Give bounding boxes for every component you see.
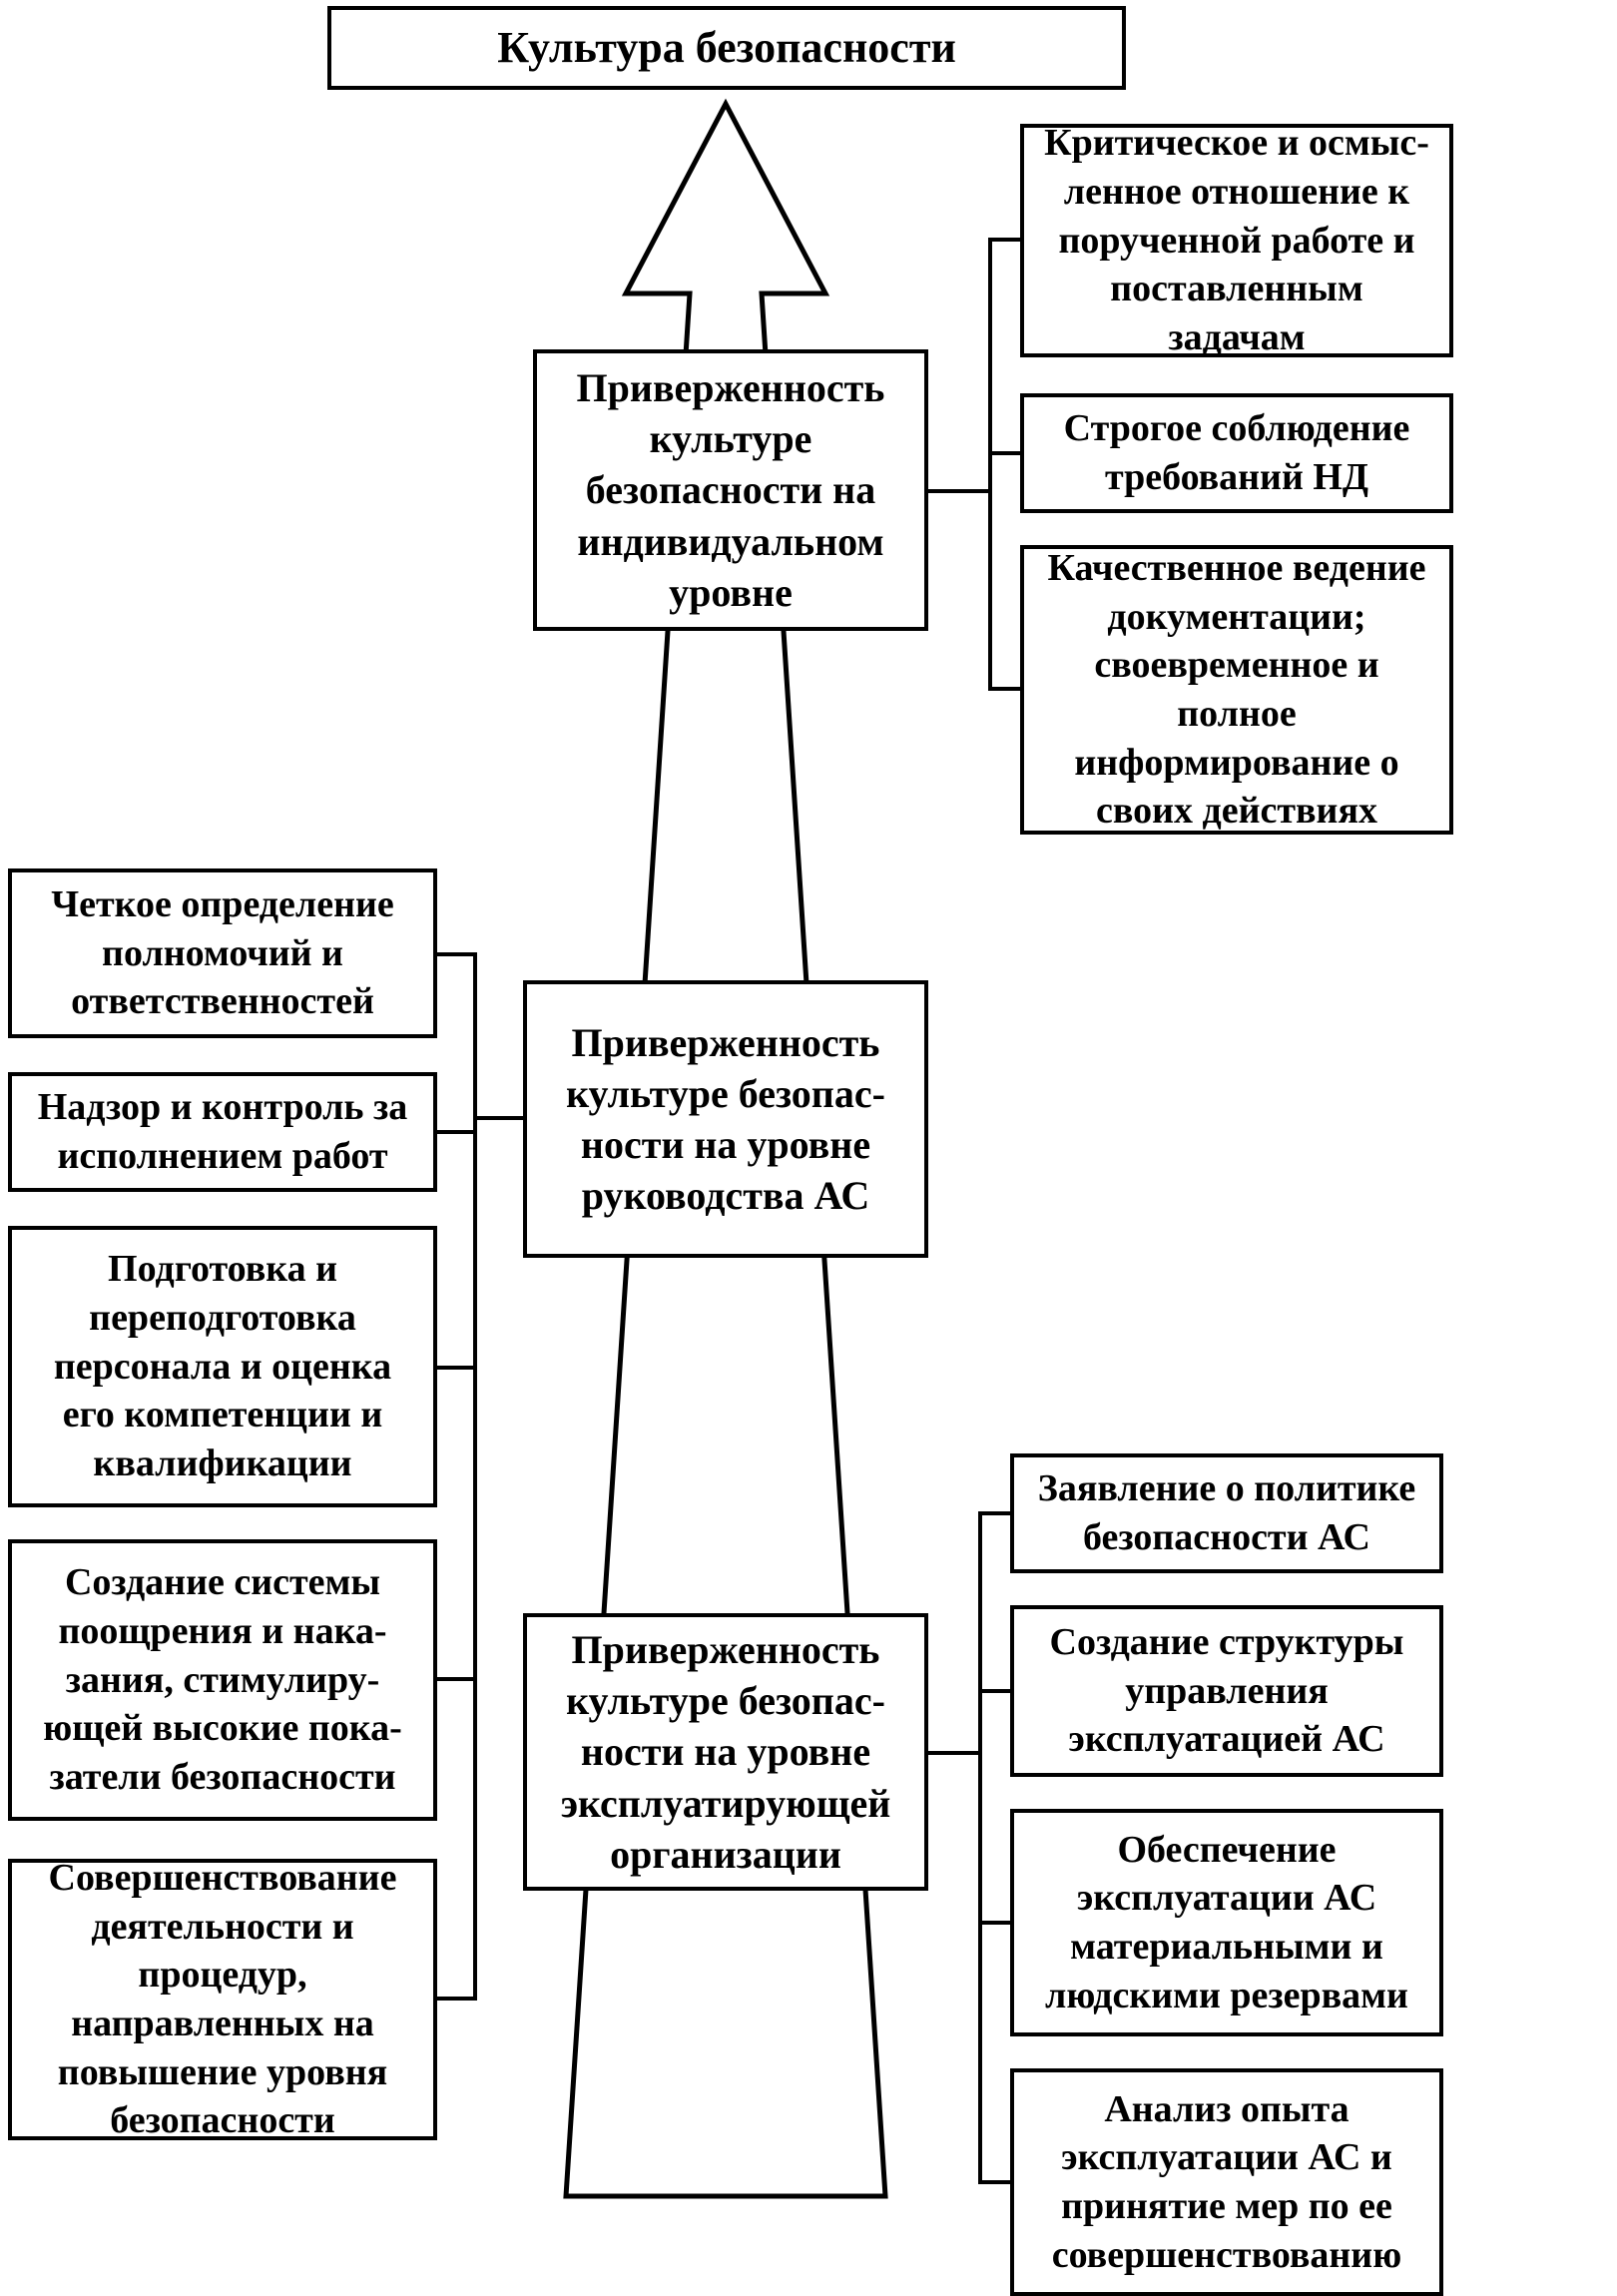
node-r2: Строгое соблюдение требований НД xyxy=(1020,393,1453,513)
diagram-stage: Культура безопасности Приверженность куль… xyxy=(0,0,1617,2214)
node-l1: Четкое определение полномочий и ответств… xyxy=(8,868,437,1038)
node-r3: Качественное ведение документации; своев… xyxy=(1020,545,1453,835)
node-main_management: Приверженность культуре безопас­ности на… xyxy=(523,980,928,1258)
node-r1: Критическое и осмыс­ленное отношение к п… xyxy=(1020,124,1453,357)
node-rb2: Создание структуры управления эксплуатац… xyxy=(1010,1605,1443,1777)
node-top: Культура безопасности xyxy=(327,6,1126,90)
node-l4: Создание системы поощрения и нака­зания,… xyxy=(8,1539,437,1821)
node-l5: Совершенствование деятельности и проце­д… xyxy=(8,1859,437,2140)
node-l3: Подготовка и переподготовка персонала и … xyxy=(8,1226,437,1507)
node-main_individual: Приверженность культуре безопасности на … xyxy=(533,349,928,631)
node-rb1: Заявление о политике безопасности АС xyxy=(1010,1453,1443,1573)
node-main_org: Приверженность культуре безопас­ности на… xyxy=(523,1613,928,1891)
node-rb3: Обеспечение эксплуатации АС материальным… xyxy=(1010,1809,1443,2036)
node-l2: Надзор и контроль за исполнением работ xyxy=(8,1072,437,1192)
node-rb4: Анализ опыта эксплуатации АС и принятие … xyxy=(1010,2068,1443,2296)
